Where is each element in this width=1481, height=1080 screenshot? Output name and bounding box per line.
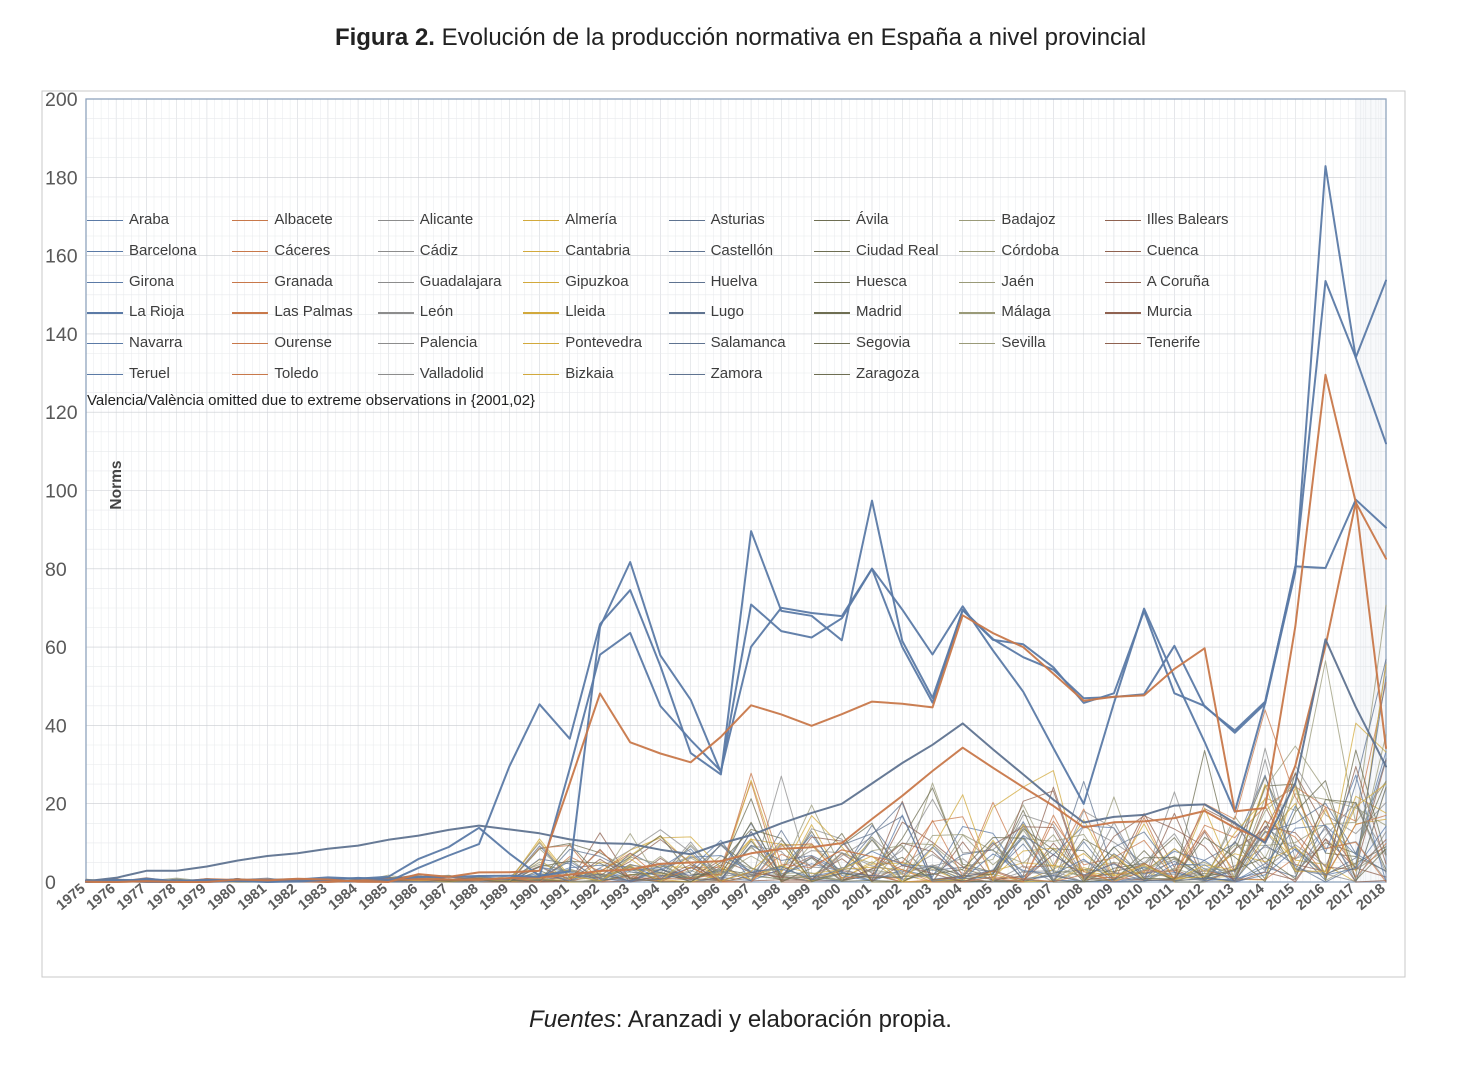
svg-text:0: 0 [45, 872, 56, 894]
svg-text:100: 100 [45, 481, 78, 503]
svg-text:140: 140 [45, 324, 78, 346]
svg-text:Norms: Norms [108, 460, 125, 509]
svg-text:160: 160 [45, 246, 78, 268]
svg-text:20: 20 [45, 794, 67, 816]
svg-text:200: 200 [45, 89, 78, 111]
svg-text:180: 180 [45, 167, 78, 189]
svg-text:120: 120 [45, 402, 78, 424]
svg-text:80: 80 [45, 559, 67, 581]
svg-text:60: 60 [45, 637, 67, 659]
svg-text:40: 40 [45, 715, 67, 737]
